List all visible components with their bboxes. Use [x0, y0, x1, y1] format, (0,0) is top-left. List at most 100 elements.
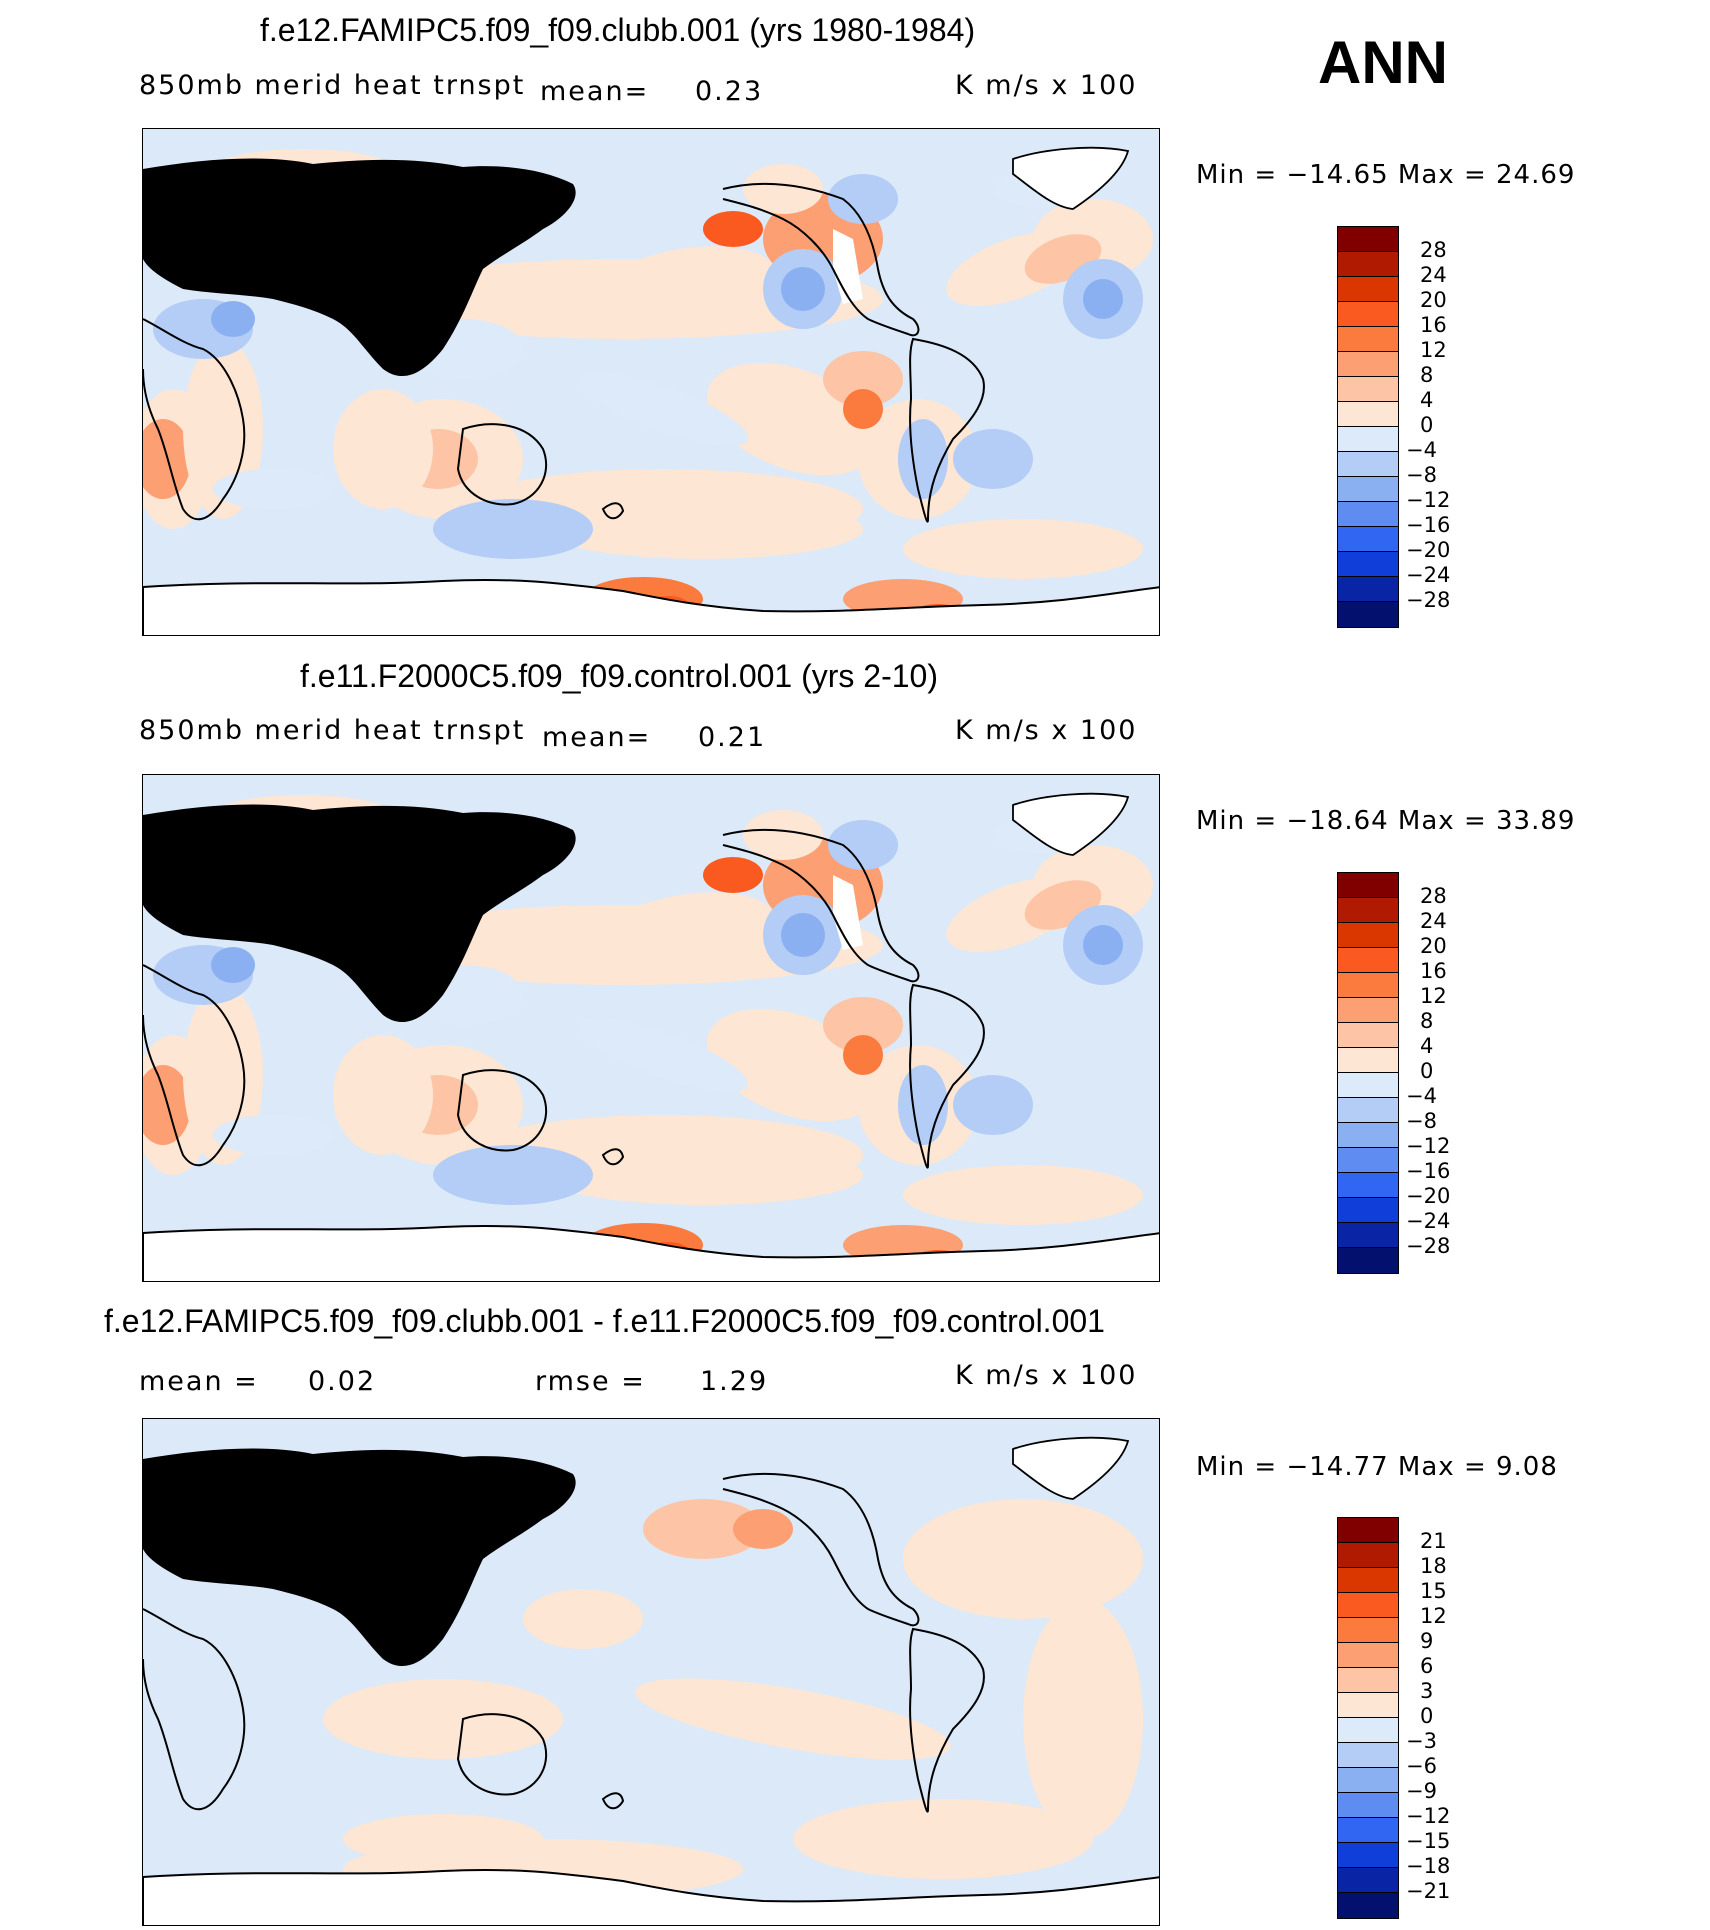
colorbar-tick-label: 6 [1420, 1654, 1434, 1678]
colorbar-cell [1338, 352, 1398, 377]
colorbar [1337, 1517, 1399, 1919]
mean-value: 0.02 [308, 1366, 377, 1397]
colorbar-cell [1338, 1743, 1398, 1768]
field-shading [143, 149, 1153, 624]
rmse-label: rmse = [535, 1366, 646, 1397]
colorbar-cell [1338, 1543, 1398, 1568]
colorbar-tick-label: −15 [1406, 1829, 1451, 1853]
colorbar-cell [1338, 1223, 1398, 1248]
colorbar-tick-label: −20 [1406, 1184, 1451, 1208]
colorbar-tick-label: 16 [1420, 313, 1447, 337]
colorbar-tick-label: 8 [1420, 363, 1434, 387]
colorbar-tick-label: −8 [1406, 463, 1437, 487]
colorbar-cell [1338, 1593, 1398, 1618]
colorbar-tick-label: 20 [1420, 288, 1447, 312]
colorbar-cell [1338, 1073, 1398, 1098]
colorbar-tick-label: 28 [1420, 884, 1447, 908]
colorbar-cell [1338, 973, 1398, 998]
colorbar-tick-label: −9 [1406, 1779, 1437, 1803]
units-label: K m/s x 100 [955, 1360, 1138, 1391]
colorbar-cell [1338, 923, 1398, 948]
colorbar [1337, 872, 1399, 1274]
colorbar-tick-label: −12 [1406, 488, 1451, 512]
colorbar-tick-label: −16 [1406, 513, 1451, 537]
variable-label: 850mb merid heat trnspt [139, 715, 526, 746]
colorbar-tick-label: 12 [1420, 984, 1447, 1008]
colorbar-tick-label: −8 [1406, 1109, 1437, 1133]
colorbar-tick-label: 15 [1420, 1579, 1447, 1603]
map-control [142, 774, 1160, 1282]
colorbar-tick-label: −4 [1406, 1084, 1437, 1108]
colorbar-tick-label: −12 [1406, 1134, 1451, 1158]
colorbar-tick-label: −28 [1406, 588, 1451, 612]
colorbar-cell [1338, 998, 1398, 1023]
coast-eurasia [143, 1448, 576, 1667]
colorbar-tick-label: −12 [1406, 1804, 1451, 1828]
colorbar-tick-label: 0 [1420, 1059, 1434, 1083]
min-max-label: Min = −14.77 Max = 9.08 [1196, 1452, 1558, 1482]
colorbar-tick-label: 3 [1420, 1679, 1434, 1703]
colorbar-cell [1338, 1868, 1398, 1893]
min-max-label: Min = −18.64 Max = 33.89 [1196, 806, 1576, 836]
mean-label: mean = [139, 1366, 259, 1397]
colorbar-tick-label: −18 [1406, 1854, 1451, 1878]
colorbar-tick-label: 8 [1420, 1009, 1434, 1033]
colorbar-cell [1338, 252, 1398, 277]
colorbar-cell [1338, 377, 1398, 402]
colorbar-cell [1338, 1668, 1398, 1693]
colorbar-tick-label: 24 [1420, 909, 1447, 933]
colorbar-cell [1338, 1818, 1398, 1843]
colorbar-cell [1338, 277, 1398, 302]
colorbar-cell [1338, 1568, 1398, 1593]
colorbar-cell [1338, 427, 1398, 452]
colorbar-cell [1338, 552, 1398, 577]
colorbar-cell [1338, 1173, 1398, 1198]
colorbar-cell [1338, 1793, 1398, 1818]
colorbar-tick-label: 12 [1420, 1604, 1447, 1628]
variable-label: 850mb merid heat trnspt [139, 70, 526, 101]
colorbar-tick-label: −6 [1406, 1754, 1437, 1778]
colorbar-cell [1338, 1048, 1398, 1073]
colorbar-cell [1338, 327, 1398, 352]
mean-label: mean= [542, 722, 652, 753]
colorbar-cell [1338, 948, 1398, 973]
colorbar-cell [1338, 1518, 1398, 1543]
mean-value: 0.21 [698, 722, 767, 753]
colorbar-cell [1338, 1718, 1398, 1743]
colorbar-cell [1338, 602, 1398, 627]
colorbar-cell [1338, 1098, 1398, 1123]
colorbar-tick-label: 12 [1420, 338, 1447, 362]
field-shading [193, 1489, 1143, 1899]
min-max-label: Min = −14.65 Max = 24.69 [1196, 160, 1576, 190]
colorbar-cell [1338, 1023, 1398, 1048]
colorbar-tick-label: −28 [1406, 1234, 1451, 1258]
colorbar-tick-label: 16 [1420, 959, 1447, 983]
colorbar-cell [1338, 1693, 1398, 1718]
map-model [142, 128, 1160, 636]
colorbar-tick-label: 4 [1420, 1034, 1434, 1058]
units-label: K m/s x 100 [955, 715, 1138, 746]
colorbar-tick-label: −21 [1406, 1879, 1451, 1903]
colorbar-cell [1338, 1893, 1398, 1918]
colorbar-cell [1338, 1248, 1398, 1273]
colorbar-cell [1338, 502, 1398, 527]
map-difference [142, 1418, 1160, 1926]
colorbar-tick-label: 4 [1420, 388, 1434, 412]
colorbar-tick-label: 18 [1420, 1554, 1447, 1578]
colorbar-cell [1338, 1198, 1398, 1223]
colorbar-tick-label: −24 [1406, 1209, 1451, 1233]
panel-title: f.e12.FAMIPC5.f09_f09.clubb.001 (yrs 198… [260, 12, 976, 48]
coast-eurasia [143, 158, 576, 377]
colorbar-tick-label: 28 [1420, 238, 1447, 262]
mean-label: mean= [540, 76, 650, 107]
colorbar-cell [1338, 302, 1398, 327]
colorbar-tick-label: 0 [1420, 1704, 1434, 1728]
colorbar-cell [1338, 402, 1398, 427]
season-label: ANN [1318, 29, 1448, 96]
colorbar-tick-label: 0 [1420, 413, 1434, 437]
panel-title: f.e12.FAMIPC5.f09_f09.clubb.001 - f.e11.… [104, 1303, 1105, 1339]
colorbar-tick-label: −20 [1406, 538, 1451, 562]
colorbar-tick-label: 9 [1420, 1629, 1434, 1653]
colorbar-tick-label: 21 [1420, 1529, 1447, 1553]
colorbar-tick-label: −4 [1406, 438, 1437, 462]
